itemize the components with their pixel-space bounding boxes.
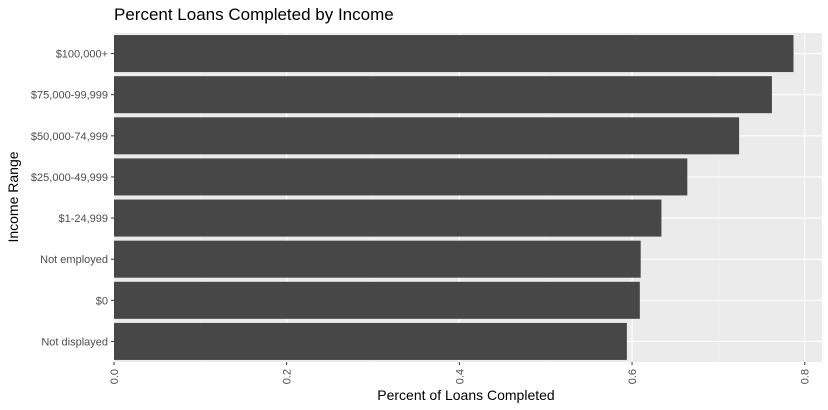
y-axis: $100,000+ $75,000-99,999 $50,000-74,999 $25… <box>31 49 114 348</box>
x-tick-label: 0.6 <box>627 369 639 384</box>
x-axis-title: Percent of Loans Completed <box>377 387 554 403</box>
y-axis-title: Income Range <box>5 151 21 242</box>
y-tick-label: $50,000-74,999 <box>31 131 108 143</box>
y-tick-label: $25,000-49,999 <box>31 172 108 184</box>
y-tick-label: $1-24,999 <box>58 213 108 225</box>
bar <box>114 76 772 114</box>
y-tick-label: $0 <box>96 295 108 307</box>
x-tick-label: 0.2 <box>282 369 294 384</box>
y-tick-label: Not displayed <box>41 336 108 348</box>
bar <box>114 240 641 278</box>
y-tick-label: Not employed <box>40 254 108 266</box>
bars <box>114 35 794 360</box>
y-tick-label: $75,000-99,999 <box>31 90 108 102</box>
x-tick-label: 0.0 <box>109 369 121 384</box>
bar <box>114 158 688 196</box>
chart-title: Percent Loans Completed by Income <box>114 5 394 24</box>
bar <box>114 117 740 155</box>
y-tick-label: $100,000+ <box>56 49 108 61</box>
x-axis: 0.0 0.2 0.4 0.6 0.8 <box>109 362 812 384</box>
x-tick-label: 0.4 <box>454 369 466 384</box>
bar <box>114 281 640 319</box>
bar <box>114 199 662 237</box>
x-tick-label: 0.8 <box>800 369 812 384</box>
bar <box>114 322 627 360</box>
bar <box>114 35 794 73</box>
